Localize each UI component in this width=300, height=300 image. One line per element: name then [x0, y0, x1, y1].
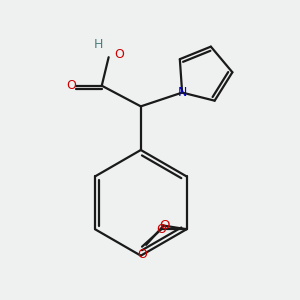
Text: O: O — [114, 48, 124, 62]
Text: O: O — [159, 219, 169, 232]
Text: H: H — [94, 38, 103, 51]
Text: O: O — [137, 248, 147, 262]
Text: O: O — [66, 79, 76, 92]
Text: O: O — [156, 223, 166, 236]
Text: N: N — [178, 86, 187, 99]
